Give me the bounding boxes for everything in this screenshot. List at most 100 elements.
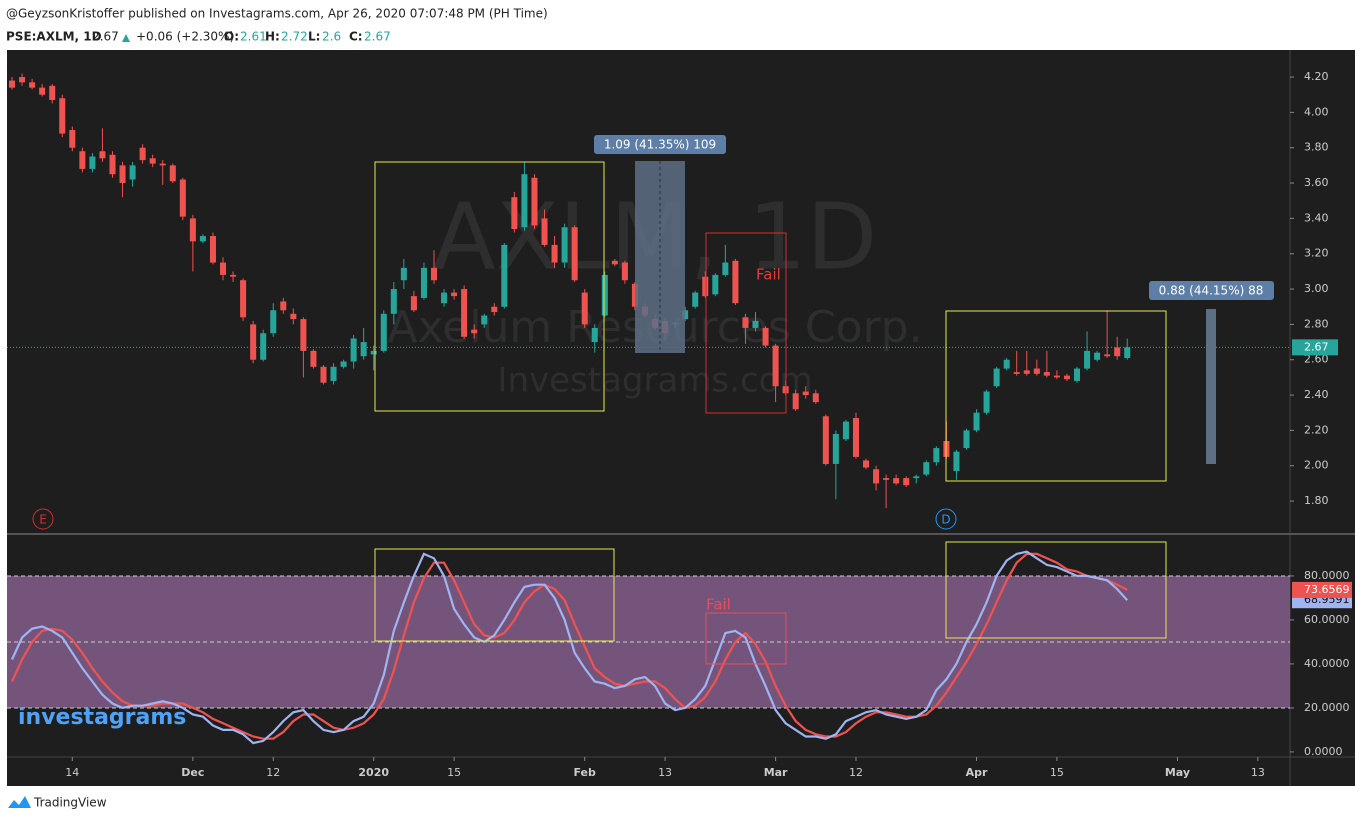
candle-body <box>692 292 699 307</box>
x-tick-label: 12 <box>266 766 280 779</box>
candle-body <box>330 366 337 381</box>
candle-body <box>1023 370 1030 374</box>
candle-body <box>1104 354 1111 357</box>
y-tick-label: 4.00 <box>1304 105 1329 118</box>
candle-body <box>240 280 247 318</box>
measure-label: 1.09 (41.35%) 109 <box>604 138 716 152</box>
candle-body <box>993 368 1000 387</box>
candle-body <box>591 327 598 343</box>
candle-body <box>923 462 930 475</box>
candle-body <box>822 416 829 464</box>
box <box>705 612 787 665</box>
l-label: L: <box>308 30 320 44</box>
candle-body <box>451 292 458 297</box>
candle-body <box>913 476 920 479</box>
candle-body <box>893 478 900 484</box>
y-tick-label: 3.80 <box>1304 141 1329 154</box>
candle-body <box>1013 372 1020 374</box>
h-value: 2.72 <box>281 30 308 44</box>
candle-body <box>350 338 357 362</box>
c-label: C: <box>349 30 363 44</box>
last-price-label: 2.67 <box>1304 340 1329 353</box>
y-tick-label: 2.00 <box>1304 459 1329 472</box>
candle-body <box>360 342 367 357</box>
y-tick-label: 3.60 <box>1304 176 1329 189</box>
candle-body <box>89 156 96 169</box>
x-tick-label: 14 <box>65 766 79 779</box>
y-tick-label: 2.80 <box>1304 317 1329 330</box>
candle-body <box>832 433 839 464</box>
candle-body <box>430 267 438 281</box>
c-value: 2.67 <box>364 30 391 44</box>
x-tick-label: 13 <box>658 766 672 779</box>
y-tick-label: 2.40 <box>1304 388 1329 401</box>
candle-body <box>310 350 317 367</box>
l-value: 2.6 <box>322 30 341 44</box>
candle-body <box>1063 375 1070 380</box>
y-tick-label: 40.0000 <box>1304 657 1350 670</box>
candle-body <box>119 165 126 184</box>
measure-label-bg <box>1149 281 1274 300</box>
candle-body <box>209 236 216 263</box>
candle-body <box>682 310 689 320</box>
fail-label: Fail <box>756 266 781 284</box>
candle-body <box>541 218 548 245</box>
y-tick-label: 3.20 <box>1304 247 1329 260</box>
event-marker <box>935 508 957 530</box>
candle-body <box>501 244 508 307</box>
y-tick-label: 2.20 <box>1304 423 1329 436</box>
candle-body <box>410 296 417 311</box>
annotations <box>32 135 1274 665</box>
footer: TradingView <box>33 796 107 810</box>
x-tick-label: 12 <box>849 766 863 779</box>
x-tick-label: 13 <box>1251 766 1265 779</box>
candle-body <box>250 324 257 360</box>
candle-body <box>551 244 558 263</box>
measure-label-bg <box>594 135 726 154</box>
candle-body <box>531 177 538 226</box>
candle-body <box>481 315 488 325</box>
candle-body <box>772 345 779 387</box>
candle-body <box>219 262 227 275</box>
candle-body <box>621 262 628 281</box>
y-tick-label: 3.00 <box>1304 282 1329 295</box>
candle-body <box>129 165 136 180</box>
candle-body <box>49 85 56 101</box>
candle-body <box>420 267 427 298</box>
candle-body <box>742 317 749 328</box>
candle-body <box>169 165 176 182</box>
x-tick-label: 15 <box>1050 766 1064 779</box>
candle-body <box>712 274 719 295</box>
candle-body <box>762 327 769 346</box>
published-line: @GeyzsonKristoffer published on Investag… <box>6 7 548 21</box>
candle-body <box>1094 352 1101 360</box>
candle-body <box>1084 350 1091 369</box>
candle-body <box>29 82 36 88</box>
last: 2.67 <box>92 30 119 44</box>
event-label: E <box>39 513 47 527</box>
candle-body <box>601 274 608 316</box>
last-price-tag <box>1292 339 1338 356</box>
candle-body <box>561 227 568 263</box>
annotation-texts: 1.09 (41.35%) 109 0.88 (44.15%) 88 Fail … <box>18 138 1263 731</box>
y-tick-label: 4.20 <box>1304 70 1329 83</box>
candle-body <box>109 154 116 175</box>
box <box>945 310 1167 482</box>
tradingview-icon <box>8 796 31 808</box>
event-label: D <box>941 513 950 527</box>
candle-body <box>300 319 307 351</box>
candle-body <box>491 306 498 313</box>
event-marker <box>32 508 54 530</box>
candle-body <box>702 276 709 297</box>
candle-body <box>732 260 739 304</box>
candle-body <box>189 218 196 242</box>
x-tick-label: 2020 <box>358 766 389 779</box>
candle-body <box>1033 368 1040 374</box>
candle-body <box>1124 347 1131 358</box>
y-tick-label: 0.0000 <box>1304 745 1343 758</box>
x-tick-label: Apr <box>966 766 988 779</box>
symbol: PSE:AXLM, 1D <box>6 30 102 44</box>
candle-body <box>903 478 910 486</box>
y-tick-label: 60.0000 <box>1304 613 1350 626</box>
